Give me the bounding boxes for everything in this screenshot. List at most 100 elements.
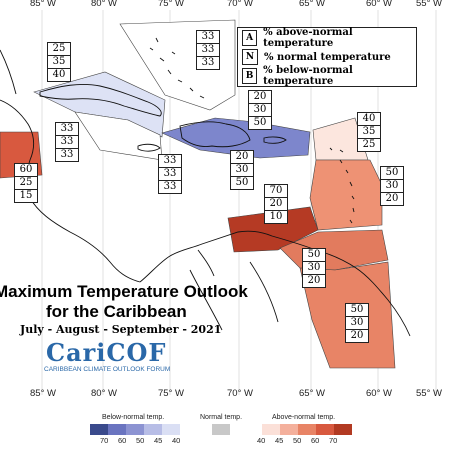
lon-label-top-80: 80° W — [91, 0, 117, 9]
lon-label-bottom-55: 55° W — [416, 388, 442, 399]
prob-normal: 33 — [56, 136, 78, 149]
lon-label-top-70: 70° W — [227, 0, 253, 9]
lon-label-bottom-80: 80° W — [91, 388, 117, 399]
prob-box-guianas: 50 30 20 — [345, 303, 369, 343]
caricof-logo-subtitle: CARIBBEAN CLIMATE OUTLOOK FORUM — [44, 366, 171, 373]
prob-below: 20 — [350, 330, 364, 341]
legend-key: B — [242, 68, 258, 84]
legend: A % above-normal temperature N % normal … — [237, 27, 417, 87]
prob-normal: 30 — [249, 104, 271, 117]
prob-box-northern-leewards: 40 35 25 — [357, 112, 381, 152]
prob-normal: 35 — [358, 126, 380, 139]
scale-tick: 45 — [154, 436, 163, 445]
prob-above: 33 — [56, 123, 78, 136]
prob-above: 70 — [265, 185, 287, 198]
swatch-normal — [212, 424, 230, 435]
map-period: July - August - September - 2021 — [20, 323, 222, 336]
prob-below: 20 — [385, 193, 399, 204]
swatch-above-45 — [280, 424, 298, 435]
prob-below: 20 — [307, 275, 321, 286]
prob-above: 20 — [231, 151, 253, 164]
prob-normal: 30 — [231, 164, 253, 177]
lon-label-top-65: 65° W — [299, 0, 325, 9]
prob-normal: 33 — [197, 44, 219, 57]
scale-tick: 45 — [275, 436, 284, 445]
scale-tick: 40 — [257, 436, 266, 445]
swatch-above-40 — [262, 424, 280, 435]
prob-box-trinidad: 50 30 20 — [302, 248, 326, 288]
scale-tick: 70 — [100, 436, 109, 445]
prob-above: 60 — [15, 164, 37, 177]
swatch-below-45 — [144, 424, 162, 435]
scale-tick: 60 — [118, 436, 127, 445]
map-title: Maximum Temperature Outlook — [0, 282, 248, 301]
swatch-below-50 — [126, 424, 144, 435]
region-abc-islands — [227, 206, 319, 253]
prob-below: 25 — [362, 139, 376, 150]
prob-below: 50 — [235, 177, 249, 188]
legend-label: % normal temperature — [264, 51, 391, 63]
prob-normal: 30 — [303, 262, 325, 275]
scale-below-label: Below-normal temp. — [102, 414, 165, 421]
prob-below: 33 — [163, 181, 177, 192]
prob-normal: 35 — [48, 56, 70, 69]
scale-normal-label: Normal temp. — [200, 414, 243, 421]
legend-row-below: B % below-normal temperature — [242, 65, 416, 87]
prob-box-western-caribbean: 33 33 33 — [55, 122, 79, 162]
legend-key: N — [242, 49, 258, 65]
prob-above: 50 — [346, 304, 368, 317]
prob-box-central-america: 60 25 15 — [14, 163, 38, 203]
lon-label-top-75: 75° W — [158, 0, 184, 9]
prob-above: 20 — [249, 91, 271, 104]
caricof-logo: CariCOF — [46, 338, 167, 367]
swatch-below-60 — [108, 424, 126, 435]
prob-box-puerto-rico: 20 30 50 — [230, 150, 254, 190]
lon-label-bottom-75: 75° W — [158, 388, 184, 399]
prob-normal: 30 — [346, 317, 368, 330]
lon-label-bottom-70: 70° W — [227, 388, 253, 399]
swatch-above-60 — [316, 424, 334, 435]
prob-below: 15 — [19, 190, 33, 201]
region-hispaniola — [161, 117, 311, 159]
prob-above: 40 — [358, 113, 380, 126]
lon-label-bottom-60: 60° W — [366, 388, 392, 399]
region-lesser-antilles — [309, 159, 383, 231]
prob-below: 50 — [253, 117, 267, 128]
scale-tick: 40 — [172, 436, 181, 445]
map-title-line2: for the Caribbean — [46, 302, 187, 321]
prob-box-lesser-antilles: 50 30 20 — [380, 166, 404, 206]
prob-below: 33 — [60, 149, 74, 160]
prob-box-jamaica: 33 33 33 — [158, 154, 182, 194]
scale-tick: 50 — [293, 436, 302, 445]
lon-label-top-85: 85° W — [30, 0, 56, 9]
scale-above-label: Above-normal temp. — [272, 414, 336, 421]
lon-label-top-55: 55° W — [416, 0, 442, 9]
scale-tick: 50 — [136, 436, 145, 445]
prob-box-bahamas: 33 33 33 — [196, 30, 220, 70]
prob-normal: 25 — [15, 177, 37, 190]
legend-row-above: A % above-normal temperature — [242, 27, 416, 49]
swatch-below-70 — [90, 424, 108, 435]
prob-above: 25 — [48, 43, 70, 56]
prob-normal: 20 — [265, 198, 287, 211]
lon-label-bottom-65: 65° W — [299, 388, 325, 399]
prob-box-abc-islands: 70 20 10 — [264, 184, 288, 224]
prob-below: 10 — [269, 211, 283, 222]
prob-below: 33 — [201, 57, 215, 68]
swatch-below-40 — [162, 424, 180, 435]
prob-box-hispaniola: 20 30 50 — [248, 90, 272, 130]
prob-normal: 33 — [159, 168, 181, 181]
swatch-above-50 — [298, 424, 316, 435]
lon-label-top-60: 60° W — [366, 0, 392, 9]
prob-below: 40 — [52, 69, 66, 80]
prob-above: 50 — [381, 167, 403, 180]
prob-above: 33 — [197, 31, 219, 44]
lon-label-bottom-85: 85° W — [30, 388, 56, 399]
legend-key: A — [242, 30, 258, 46]
legend-label: % below-normal temperature — [263, 65, 353, 87]
scale-tick: 70 — [329, 436, 338, 445]
prob-box-cuba: 25 35 40 — [47, 42, 71, 82]
prob-above: 50 — [303, 249, 325, 262]
scale-tick: 60 — [311, 436, 320, 445]
prob-above: 33 — [159, 155, 181, 168]
